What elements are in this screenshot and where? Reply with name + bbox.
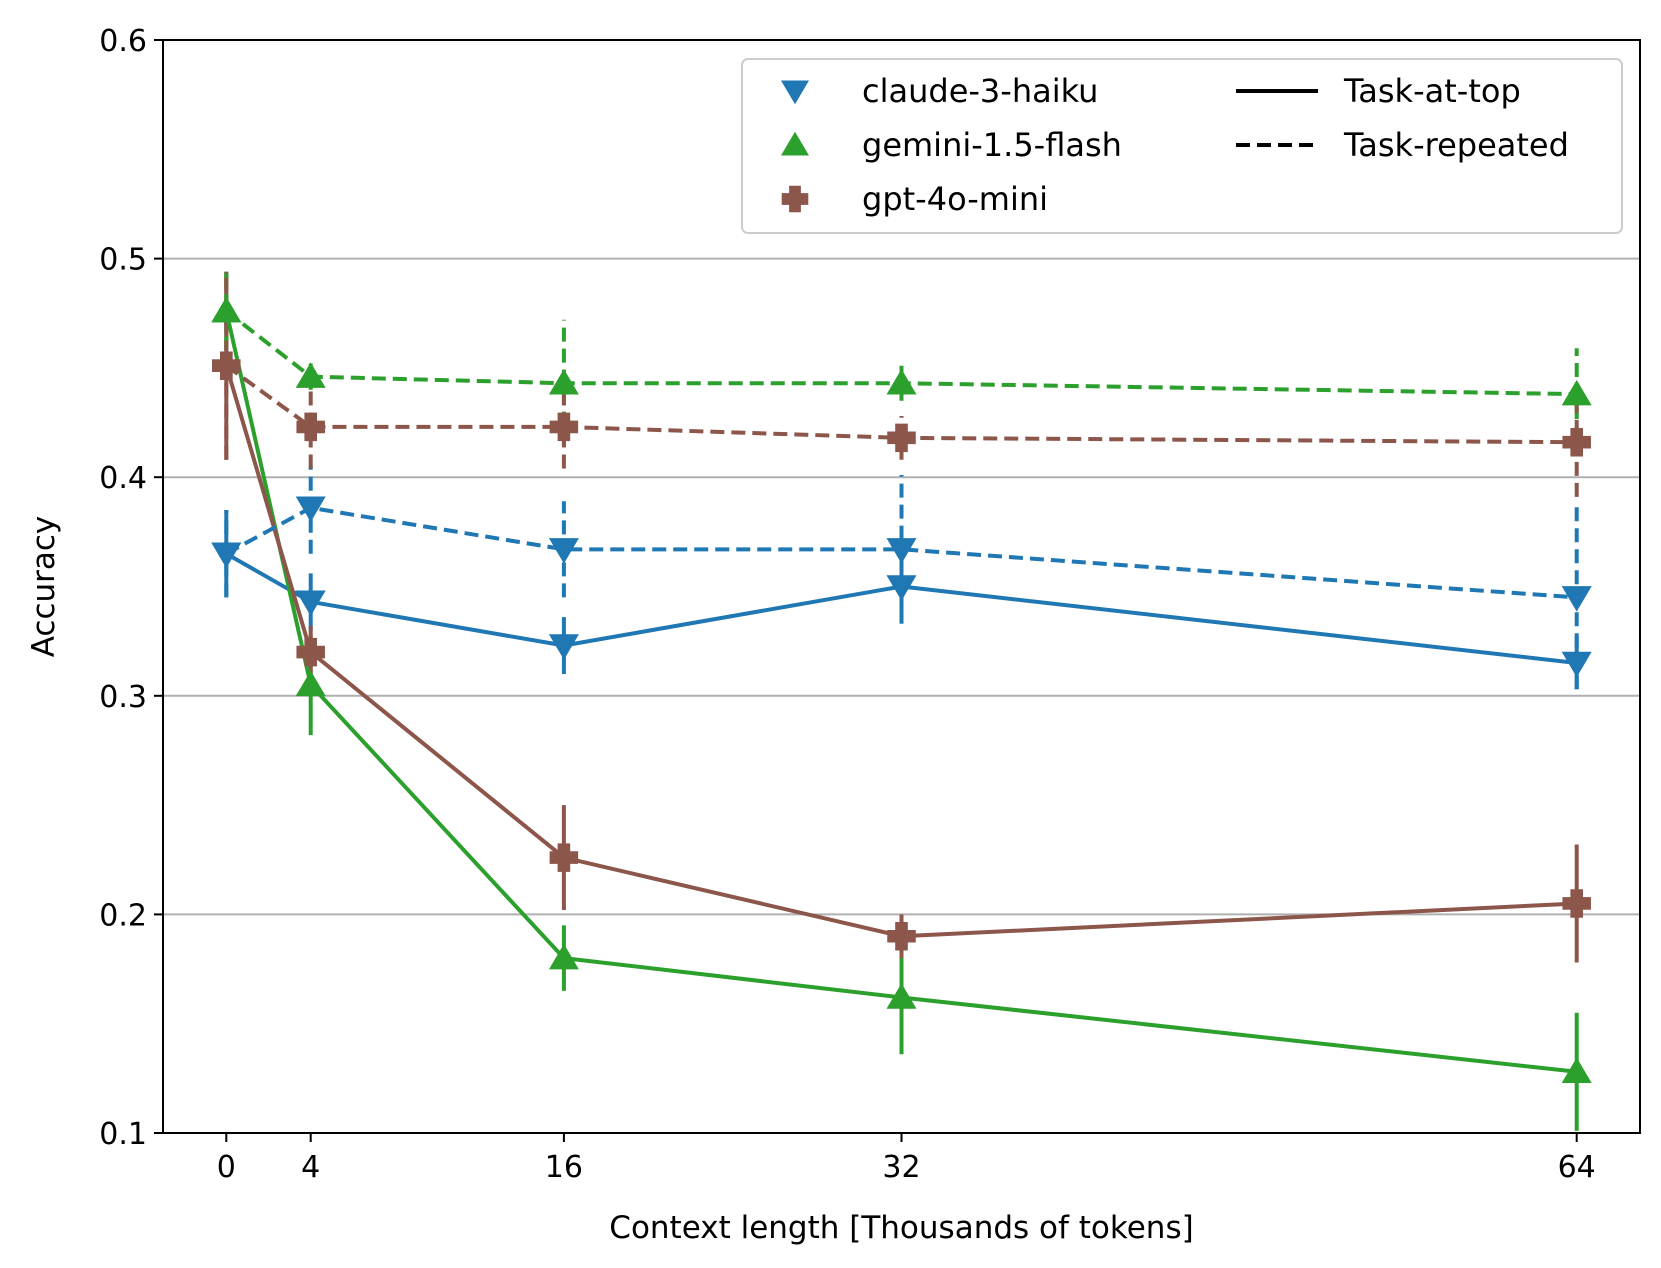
data-point xyxy=(1562,427,1591,457)
data-point xyxy=(548,943,579,970)
data-point xyxy=(1561,1057,1592,1084)
x-tick-label: 64 xyxy=(1558,1150,1596,1185)
y-tick-label: 0.5 xyxy=(99,243,147,278)
data-point xyxy=(212,351,241,380)
data-point xyxy=(1561,379,1592,406)
data-point xyxy=(887,922,916,951)
series-markers xyxy=(211,296,1592,1084)
legend-entry-gpt-4o-mini: gpt-4o-mini xyxy=(862,180,1048,218)
legend-box xyxy=(741,58,1623,234)
data-point xyxy=(887,423,916,453)
y-tick-label: 0.3 xyxy=(99,680,147,715)
data-point xyxy=(549,412,579,442)
data-point xyxy=(548,368,579,395)
x-axis-ticks: 0 4 16 32 64 xyxy=(217,1133,1596,1185)
data-point xyxy=(886,538,917,564)
legend-entry-claude-3-haiku: claude-3-haiku xyxy=(862,72,1098,110)
data-point xyxy=(211,542,242,568)
y-tick-label: 0.6 xyxy=(99,24,147,59)
legend: claude-3-haiku gemini-1.5-flash gpt-4o-min… xyxy=(741,58,1623,234)
y-tick-label: 0.4 xyxy=(99,461,147,496)
legend-marker-gemini-1.5-flash xyxy=(781,131,809,156)
data-point xyxy=(886,983,917,1009)
y-tick-label: 0.2 xyxy=(99,898,147,933)
legend-marker-claude-3-haiku xyxy=(781,80,809,105)
data-point xyxy=(886,368,917,395)
y-axis-label: Accuracy xyxy=(26,516,62,658)
data-point xyxy=(295,590,326,617)
y-axis-ticks: 0.1 0.2 0.3 0.4 0.5 0.6 xyxy=(99,24,163,1152)
data-point xyxy=(211,296,242,323)
data-point xyxy=(886,575,917,601)
data-point xyxy=(548,634,579,660)
legend-entry-task-at-top: Task-at-top xyxy=(1343,72,1521,110)
data-point xyxy=(296,412,325,442)
x-tick-label: 4 xyxy=(301,1150,320,1185)
data-point xyxy=(1561,651,1592,678)
legend-entry-gemini-1.5-flash: gemini-1.5-flash xyxy=(862,126,1122,164)
legend-marker-gpt-4o-mini xyxy=(781,185,809,213)
data-point xyxy=(295,670,326,697)
x-tick-label: 32 xyxy=(882,1150,920,1185)
data-point xyxy=(1561,586,1592,612)
data-point xyxy=(295,362,326,388)
series-line-claude-3-haiku-task-repeated xyxy=(225,505,1577,600)
data-point xyxy=(549,843,579,872)
data-point xyxy=(548,538,579,564)
x-tick-label: 0 xyxy=(217,1150,236,1185)
x-tick-label: 16 xyxy=(545,1150,583,1185)
data-point xyxy=(295,496,326,523)
legend-entry-task-repeated: Task-repeated xyxy=(1343,126,1569,164)
data-point xyxy=(296,637,325,667)
data-point xyxy=(1562,889,1591,918)
x-axis-label: Context length [Thousands of tokens] xyxy=(609,1210,1193,1246)
y-tick-label: 0.1 xyxy=(99,1117,147,1152)
